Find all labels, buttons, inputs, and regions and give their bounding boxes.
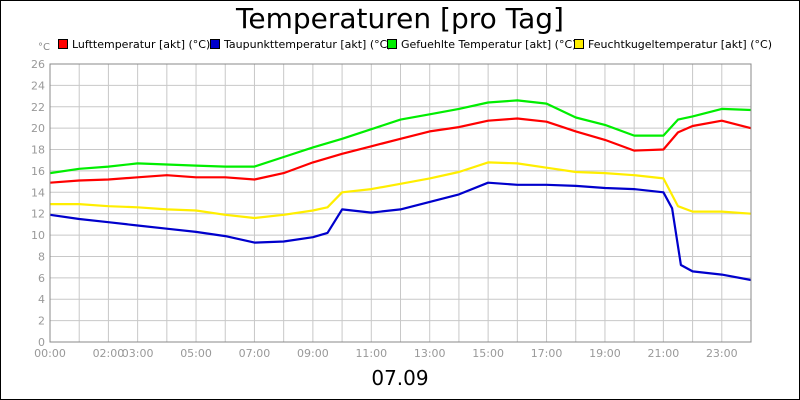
y-tick-label: 6 (38, 272, 45, 285)
x-tick-label: 05:00 (180, 347, 212, 360)
legend-label-luft: Lufttemperatur [akt] (°C) (72, 38, 211, 51)
y-tick-label: 4 (38, 293, 45, 306)
legend-item-gefuehlt: Gefuehlte Temperatur [akt] (°C) (387, 38, 576, 51)
x-tick-label: 15:00 (472, 347, 504, 360)
y-tick-label: 2 (38, 315, 45, 328)
legend-swatch-luft (58, 39, 68, 49)
x-tick-label: 13:00 (414, 347, 446, 360)
y-tick-label: 22 (31, 101, 45, 114)
series-line-2 (49, 99, 752, 175)
x-tick-label: 07:00 (239, 347, 271, 360)
x-axis-date-label: 07.09 (371, 366, 429, 390)
x-tick-label: 00:00 (34, 347, 66, 360)
x-tick-label: 11:00 (355, 347, 387, 360)
x-tick-label: 09:00 (297, 347, 329, 360)
x-tick-label: 23:00 (706, 347, 738, 360)
x-tick-label: 17:00 (531, 347, 563, 360)
y-tick-label: 24 (31, 79, 45, 92)
series-line-0 (49, 117, 752, 184)
y-tick-label: 8 (38, 250, 45, 263)
y-tick-label: 26 (31, 58, 45, 71)
y-tick-label: 20 (31, 122, 45, 135)
legend-item-taupunkt: Taupunkttemperatur [akt] (°C) (210, 38, 392, 51)
legend-label-taupunkt: Taupunkttemperatur [akt] (°C) (224, 38, 392, 51)
series-line-1 (49, 181, 752, 282)
y-tick-label: 14 (31, 186, 45, 199)
legend-swatch-feuchtkugel (574, 39, 584, 49)
legend-swatch-gefuehlt (387, 39, 397, 49)
series-line-3 (50, 161, 752, 220)
y-tick-label: 0 (38, 336, 45, 349)
x-tick-label: 21:00 (648, 347, 680, 360)
legend-label-feuchtkugel: Feuchtkugeltemperatur [akt] (°C) (588, 38, 772, 51)
y-tick-label: 16 (31, 165, 45, 178)
legend-label-gefuehlt: Gefuehlte Temperatur [akt] (°C) (401, 38, 577, 51)
chart-title: Temperaturen [pro Tag] (236, 2, 564, 35)
y-tick-label: 10 (31, 229, 45, 242)
x-tick-label: 19:00 (589, 347, 621, 360)
x-tick-label: 02:00 (93, 347, 125, 360)
legend-item-luft: Lufttemperatur [akt] (°C) (58, 38, 210, 51)
legend-item-feuchtkugel: Feuchtkugeltemperatur [akt] (°C) (574, 38, 772, 51)
y-tick-label: 18 (31, 144, 45, 157)
x-tick-label: 03:00 (122, 347, 154, 360)
legend-swatch-taupunkt (210, 39, 220, 49)
y-tick-label: 12 (31, 208, 45, 221)
y-unit-label: °C (38, 42, 50, 53)
plot-border (49, 63, 752, 343)
